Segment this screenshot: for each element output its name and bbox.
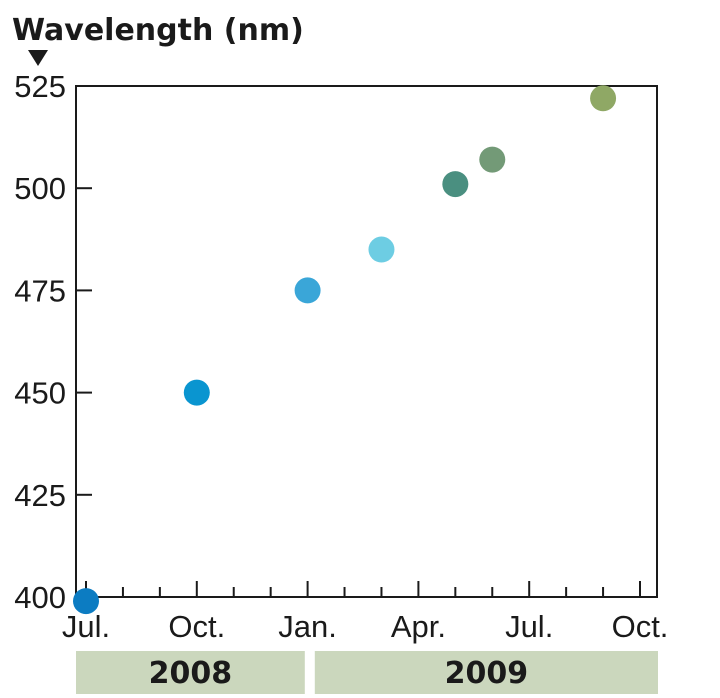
y-tick-label: 400 (14, 580, 66, 615)
x-tick-label: Oct. (168, 609, 225, 644)
data-point (183, 379, 210, 406)
y-tick-label: 500 (14, 171, 66, 206)
x-tick-label: Apr. (391, 609, 446, 644)
data-point (73, 588, 99, 615)
plot-frame (75, 85, 658, 598)
y-tick-label: 475 (14, 273, 66, 308)
data-point (294, 277, 321, 304)
year-band (76, 651, 305, 694)
x-tick-label: Jan. (278, 609, 337, 644)
y-tick-label: 525 (14, 69, 66, 104)
data-point (368, 236, 395, 263)
x-tick-label: Jul. (62, 609, 110, 644)
data-point (442, 171, 469, 198)
x-tick-label: Jul. (505, 609, 553, 644)
year-band-label: 2009 (445, 656, 529, 691)
y-tick-label: 425 (14, 478, 66, 513)
x-tick-label: Oct. (612, 609, 669, 644)
year-band-label: 2008 (149, 656, 233, 691)
y-axis-label: Wavelength (nm) (12, 13, 304, 48)
y-tick-label: 450 (14, 376, 66, 411)
year-band (314, 651, 658, 694)
data-point (479, 146, 506, 173)
y-axis-arrow-icon (28, 50, 48, 66)
data-point (590, 85, 617, 112)
